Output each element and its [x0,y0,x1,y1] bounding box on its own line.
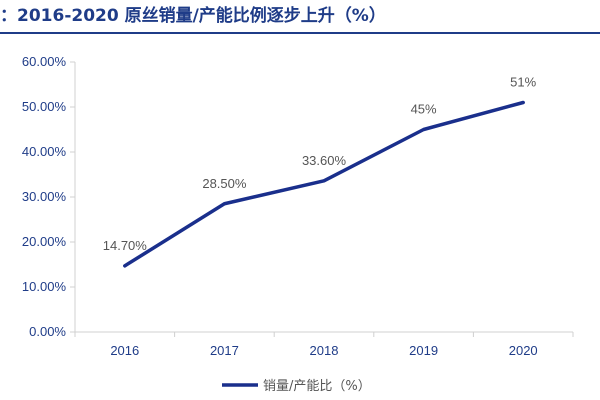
y-tick-label: 30.00% [22,189,67,204]
y-tick-label: 40.00% [22,144,67,159]
series-line [123,100,525,268]
x-tick-label: 2018 [310,343,339,358]
y-tick-label: 0.00% [29,324,66,339]
data-label: 33.60% [302,153,347,168]
data-label: 45% [411,102,437,117]
y-tick-label: 50.00% [22,99,67,114]
x-tick-label: 2016 [110,343,139,358]
title-underline [0,32,600,34]
legend-label: 销量/产能比（%） [263,379,371,394]
data-label: 28.50% [202,176,247,191]
chart-title: ：2016-2020 原丝销量/产能比例逐步上升（%） [0,6,386,26]
y-tick-label: 60.00% [22,54,67,69]
data-label: 14.70% [103,238,148,253]
x-tick-label: 2019 [409,343,438,358]
y-tick-label: 10.00% [22,279,67,294]
x-tick-label: 2017 [210,343,239,358]
data-label: 51% [510,75,536,90]
x-tick-label: 2020 [509,343,538,358]
y-tick-label: 20.00% [22,234,67,249]
